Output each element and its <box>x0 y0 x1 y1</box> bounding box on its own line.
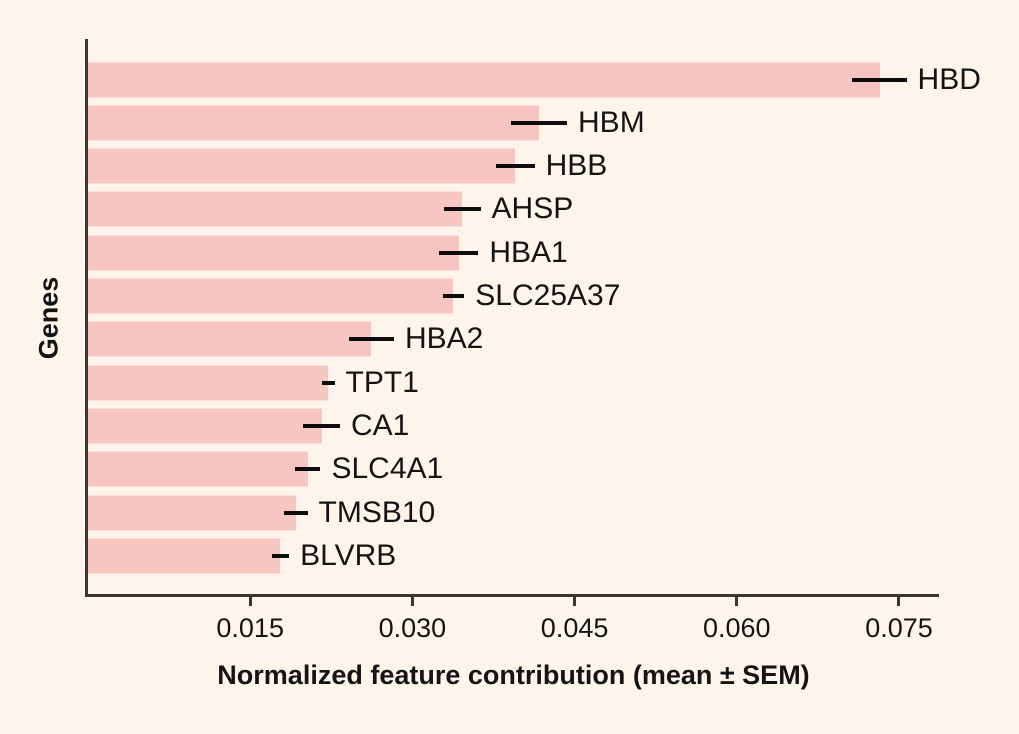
gene-label: BLVRB <box>300 538 397 572</box>
gene-label: CA1 <box>350 408 410 442</box>
gene-label: SLC25A37 <box>475 279 621 312</box>
gene-label: TMSB10 <box>318 495 436 529</box>
x-axis-tick-label: 0.060 <box>702 613 771 643</box>
value-bar <box>88 365 329 401</box>
bar-row: AHSP <box>88 188 939 231</box>
sem-error-bar <box>442 294 465 298</box>
x-axis-tick-mark <box>410 597 414 606</box>
gene-label: HBA1 <box>489 235 568 269</box>
y-axis-label: Genes <box>33 276 64 360</box>
sem-error-bar <box>283 510 308 515</box>
bar-row: TMSB10 <box>88 491 939 534</box>
bar-row: CA1 <box>88 404 939 447</box>
bar-row: HBB <box>88 145 939 188</box>
plot-area: HBD HBM HBB AHSP HBA1 SLC25A37 HBA2 TPT1 CA1 SLC4… <box>85 39 981 597</box>
gene-label: SLC4A1 <box>331 452 444 486</box>
gene-label: HBA2 <box>405 322 484 356</box>
sem-error-bar <box>271 553 290 558</box>
x-axis-tick-mark <box>248 597 252 606</box>
bar-row: SLC4A1 <box>88 448 939 491</box>
gene-label: AHSP <box>491 192 574 226</box>
x-axis-tick-mark <box>735 597 739 606</box>
bar-row: HBA1 <box>88 231 939 274</box>
value-bar <box>88 105 539 141</box>
bar-row: TPT1 <box>88 361 939 404</box>
value-bar <box>88 538 281 574</box>
sem-error-bar <box>321 380 335 385</box>
sem-error-bar <box>852 77 907 82</box>
bar-row: SLC25A37 <box>88 275 939 318</box>
bar-row: HBM <box>88 101 939 144</box>
bar-row: BLVRB <box>88 534 939 577</box>
sem-error-bar <box>348 337 394 342</box>
bar-row: HBD <box>88 58 981 101</box>
value-bar <box>88 408 322 444</box>
value-bar <box>88 278 454 314</box>
x-axis-tick-label: 0.075 <box>865 613 933 643</box>
sem-error-bar <box>495 164 535 169</box>
sem-error-bar <box>294 467 321 472</box>
value-bar <box>88 62 880 97</box>
sem-error-bar <box>303 423 340 428</box>
gene-label: HBD <box>917 62 981 96</box>
value-bar <box>88 321 372 357</box>
x-axis-ticks <box>88 597 939 607</box>
x-axis-tick-label: 0.030 <box>378 613 447 643</box>
x-axis-tick-mark <box>573 597 577 606</box>
value-bar <box>88 148 516 184</box>
x-axis-tick-label: 0.045 <box>540 613 609 643</box>
sem-error-bar <box>443 207 481 212</box>
x-axis-tick-mark <box>897 597 901 606</box>
x-axis-tick-label: 0.015 <box>216 613 284 643</box>
value-bar <box>88 451 308 487</box>
sem-error-bar <box>510 120 567 125</box>
bar-row: HBA2 <box>88 318 939 361</box>
x-tick-labels: 0.015 0.030 0.045 0.060 0.075 <box>88 612 939 646</box>
value-bar <box>88 495 296 530</box>
sem-error-bar <box>439 250 479 255</box>
value-bar <box>88 235 459 271</box>
gene-label: HBM <box>578 105 645 139</box>
gene-label: TPT1 <box>345 365 419 399</box>
x-axis-label: Normalized feature contribution (mean ± … <box>217 660 810 690</box>
value-bar <box>88 191 463 227</box>
gene-label: HBB <box>545 149 608 183</box>
